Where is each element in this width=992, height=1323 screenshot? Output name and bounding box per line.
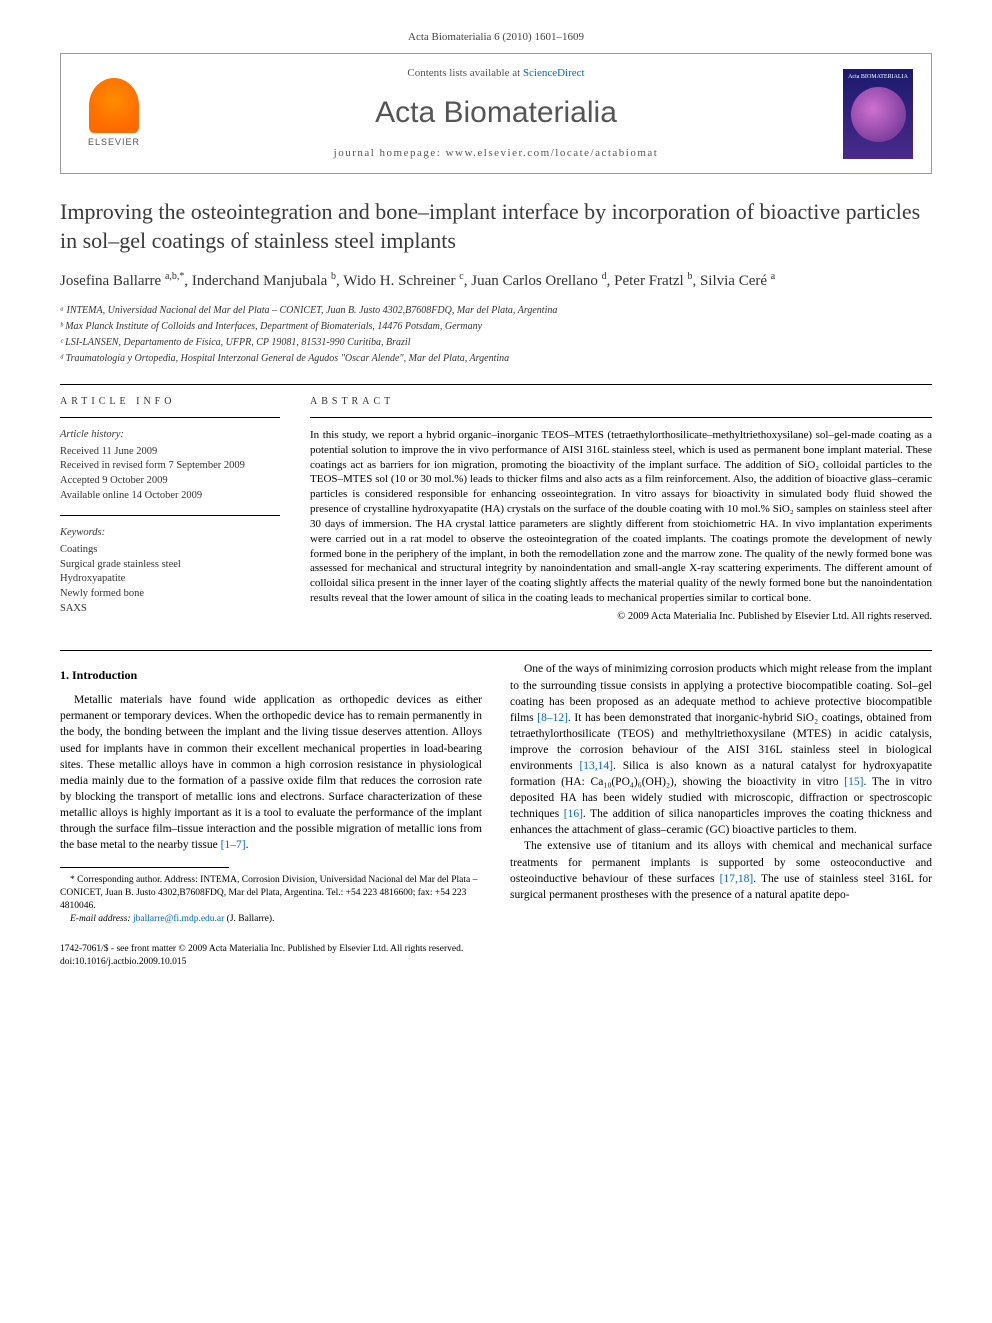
journal-homepage: journal homepage: www.elsevier.com/locat… [167,146,825,161]
email-label: E-mail address: [70,914,133,924]
elsevier-tree-icon [89,78,139,133]
divider [60,417,280,418]
abstract-heading: ABSTRACT [310,395,932,409]
homepage-url: www.elsevier.com/locate/actabiomat [446,147,659,159]
citation-link[interactable]: [15] [844,776,863,788]
history-line: Accepted 9 October 2009 [60,474,280,489]
corresponding-author-note: * Corresponding author. Address: INTEMA,… [60,874,482,912]
contents-prefix: Contents lists available at [407,67,522,79]
citation-link[interactable]: [17,18] [720,873,754,885]
keyword-line: Surgical grade stainless steel [60,558,280,573]
section-heading-introduction: 1. Introduction [60,667,482,684]
article-info-column: ARTICLE INFO Article history: Received 1… [60,395,280,629]
cover-image-icon [851,87,906,142]
keyword-line: Newly formed bone [60,587,280,602]
affiliations: ᵃ INTEMA, Universidad Nacional del Mar d… [60,303,932,366]
article-title: Improving the osteointegration and bone–… [60,198,932,255]
email-link[interactable]: jballarre@fi.mdp.edu.ar [133,914,224,924]
masthead: ELSEVIER Contents lists available at Sci… [60,53,932,174]
footer-copyright: 1742-7061/$ - see front matter © 2009 Ac… [60,943,932,956]
abstract-copyright: © 2009 Acta Materialia Inc. Published by… [310,610,932,625]
affiliation-line: ᵇ Max Planck Institute of Colloids and I… [60,319,932,334]
history-label: Article history: [60,428,280,443]
cover-label: Acta BIOMATERIALIA [848,73,908,81]
citation-link[interactable]: [8–12] [537,712,568,724]
intro-paragraph-3: The extensive use of titanium and its al… [510,838,932,902]
email-line: E-mail address: jballarre@fi.mdp.edu.ar … [60,913,482,926]
para1-tail: . [246,839,249,851]
abstract-column: ABSTRACT In this study, we report a hybr… [310,395,932,629]
divider [60,384,932,385]
info-abstract-row: ARTICLE INFO Article history: Received 1… [60,395,932,629]
affiliation-line: ᶜ LSI-LANSEN, Departamento de Física, UF… [60,335,932,350]
divider [60,515,280,516]
publisher-label: ELSEVIER [88,136,140,149]
divider [310,417,932,418]
keyword-line: SAXS [60,602,280,617]
page-footer: 1742-7061/$ - see front matter © 2009 Ac… [60,943,932,969]
abstract-text: In this study, we report a hybrid organi… [310,428,932,606]
intro-paragraph-1: Metallic materials have found wide appli… [60,692,482,853]
affiliation-line: ᵈ Traumatología y Ortopedia, Hospital In… [60,351,932,366]
intro-paragraph-2: One of the ways of minimizing corrosion … [510,661,932,838]
keywords-block: Keywords: CoatingsSurgical grade stainle… [60,526,280,616]
citation-link[interactable]: [16] [564,808,583,820]
authors-list: Josefina Ballarre a,b,*, Inderchand Manj… [60,269,932,293]
journal-name: Acta Biomaterialia [167,92,825,134]
body-columns: 1. Introduction Metallic materials have … [60,661,932,925]
running-header: Acta Biomaterialia 6 (2010) 1601–1609 [60,30,932,45]
history-line: Received in revised form 7 September 200… [60,459,280,474]
homepage-prefix: journal homepage: [334,147,446,159]
affiliation-line: ᵃ INTEMA, Universidad Nacional del Mar d… [60,303,932,318]
contents-available-line: Contents lists available at ScienceDirec… [167,66,825,81]
email-suffix: (J. Ballarre). [224,914,274,924]
sciencedirect-link[interactable]: ScienceDirect [523,67,585,79]
journal-cover-thumbnail: Acta BIOMATERIALIA [843,69,913,159]
footer-doi: doi:10.1016/j.actbio.2009.10.015 [60,956,932,969]
publisher-logo: ELSEVIER [79,74,149,154]
footnotes: * Corresponding author. Address: INTEMA,… [60,874,482,925]
keyword-line: Hydroxyapatite [60,572,280,587]
article-history-block: Article history: Received 11 June 2009Re… [60,428,280,503]
history-line: Received 11 June 2009 [60,445,280,460]
citation-link[interactable]: [1–7] [221,839,246,851]
keyword-line: Coatings [60,543,280,558]
citation-link[interactable]: [13,14] [579,760,613,772]
para1-text: Metallic materials have found wide appli… [60,694,482,851]
article-info-heading: ARTICLE INFO [60,395,280,409]
footnote-separator [60,867,229,868]
masthead-center: Contents lists available at ScienceDirec… [167,66,825,161]
keywords-label: Keywords: [60,526,280,541]
history-line: Available online 14 October 2009 [60,489,280,504]
divider [60,650,932,651]
